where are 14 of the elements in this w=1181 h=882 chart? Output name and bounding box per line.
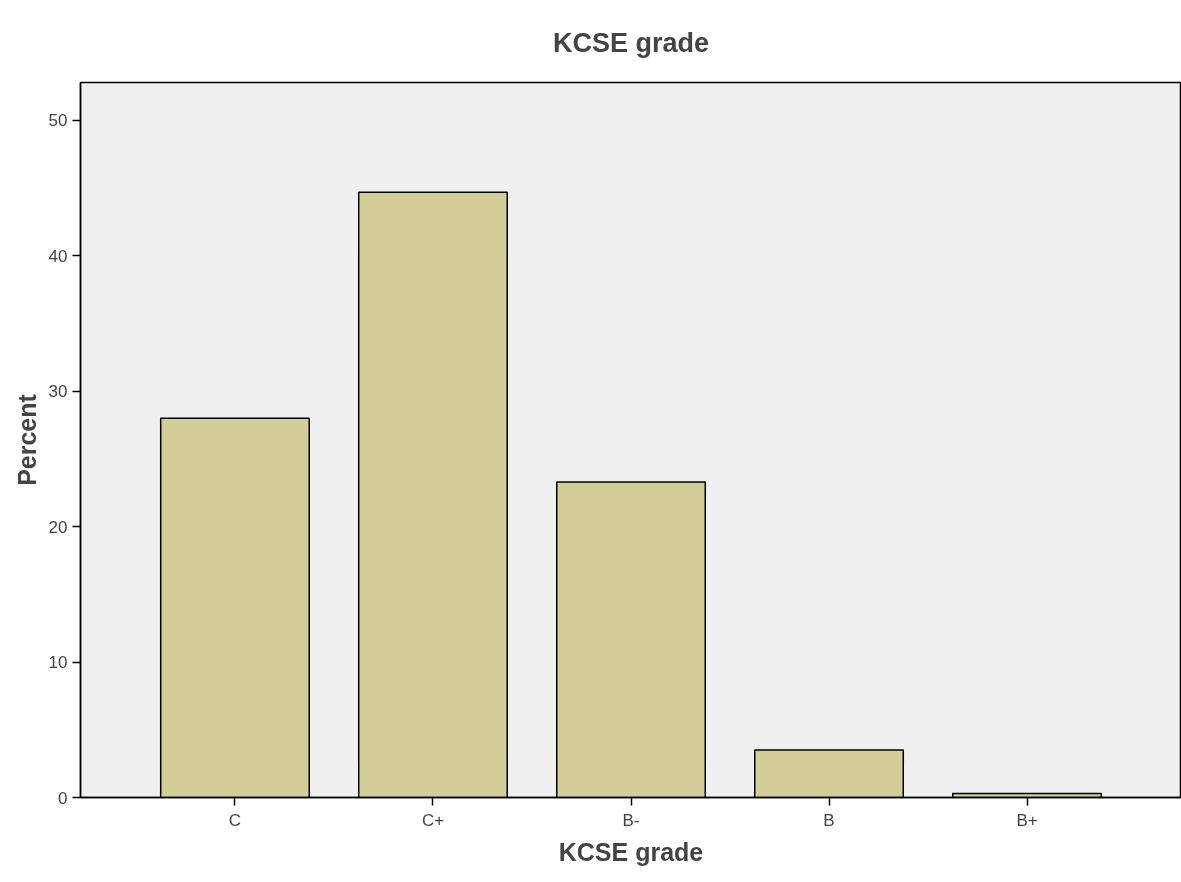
y-tick-label: 30 [48,382,68,402]
x-tick-label: C+ [421,810,445,830]
x-tick-label: B+ [1016,810,1038,830]
y-axis-title: Percent [12,393,41,486]
x-tick-label: B- [622,810,640,830]
x-axis-title: KCSE grade [558,837,704,866]
y-tick-label: 20 [48,517,68,537]
y-tick-label: 50 [48,111,68,131]
y-tick-label: 0 [58,788,68,808]
x-tick-label: C [228,810,242,830]
y-tick-label: 10 [48,653,68,673]
y-tick-label: 40 [48,246,68,266]
chart-title: KCSE grade [552,27,710,58]
x-tick-label: B [823,810,835,830]
